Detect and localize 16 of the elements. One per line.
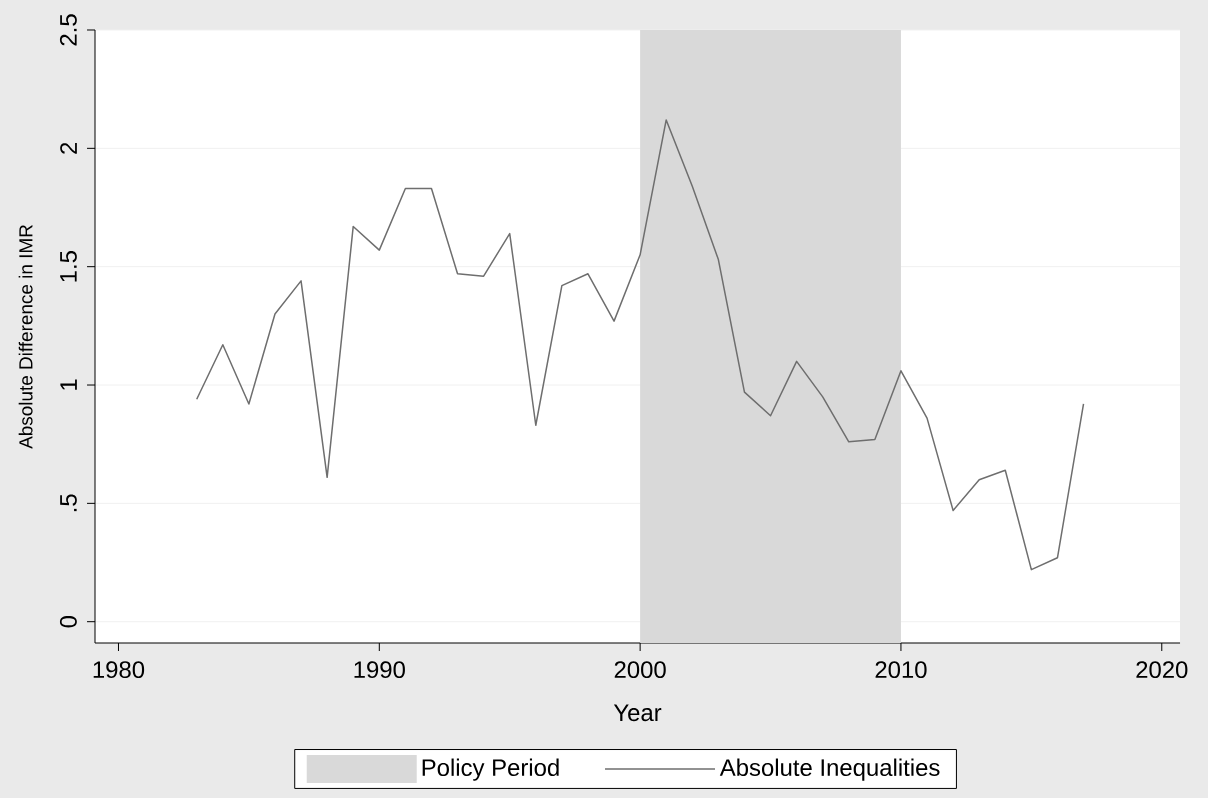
x-tick-label: 2010 — [875, 661, 927, 679]
y-tick-label: 1.5 — [60, 251, 77, 282]
x-tick-label: 2000 — [614, 661, 666, 679]
x-tick-label: 1990 — [354, 661, 405, 679]
x-tick-label: 1980 — [93, 661, 145, 679]
line-series — [195, 119, 1085, 571]
y-tick-label: 1 — [60, 379, 77, 390]
legend-label: Policy Period — [422, 758, 559, 781]
y-axis-title: Absolute Difference in IMR — [18, 225, 33, 449]
y-tick-label: 2 — [60, 142, 77, 154]
x-axis-title: Year — [613, 704, 662, 722]
legend-label: Absolute Inequalities — [719, 758, 940, 781]
x-tick-label: 2020 — [1136, 661, 1188, 679]
y-tick-label: 2.5 — [59, 14, 77, 46]
y-tick-label: .5 — [60, 494, 77, 512]
y-tick-label: 0 — [59, 615, 77, 628]
